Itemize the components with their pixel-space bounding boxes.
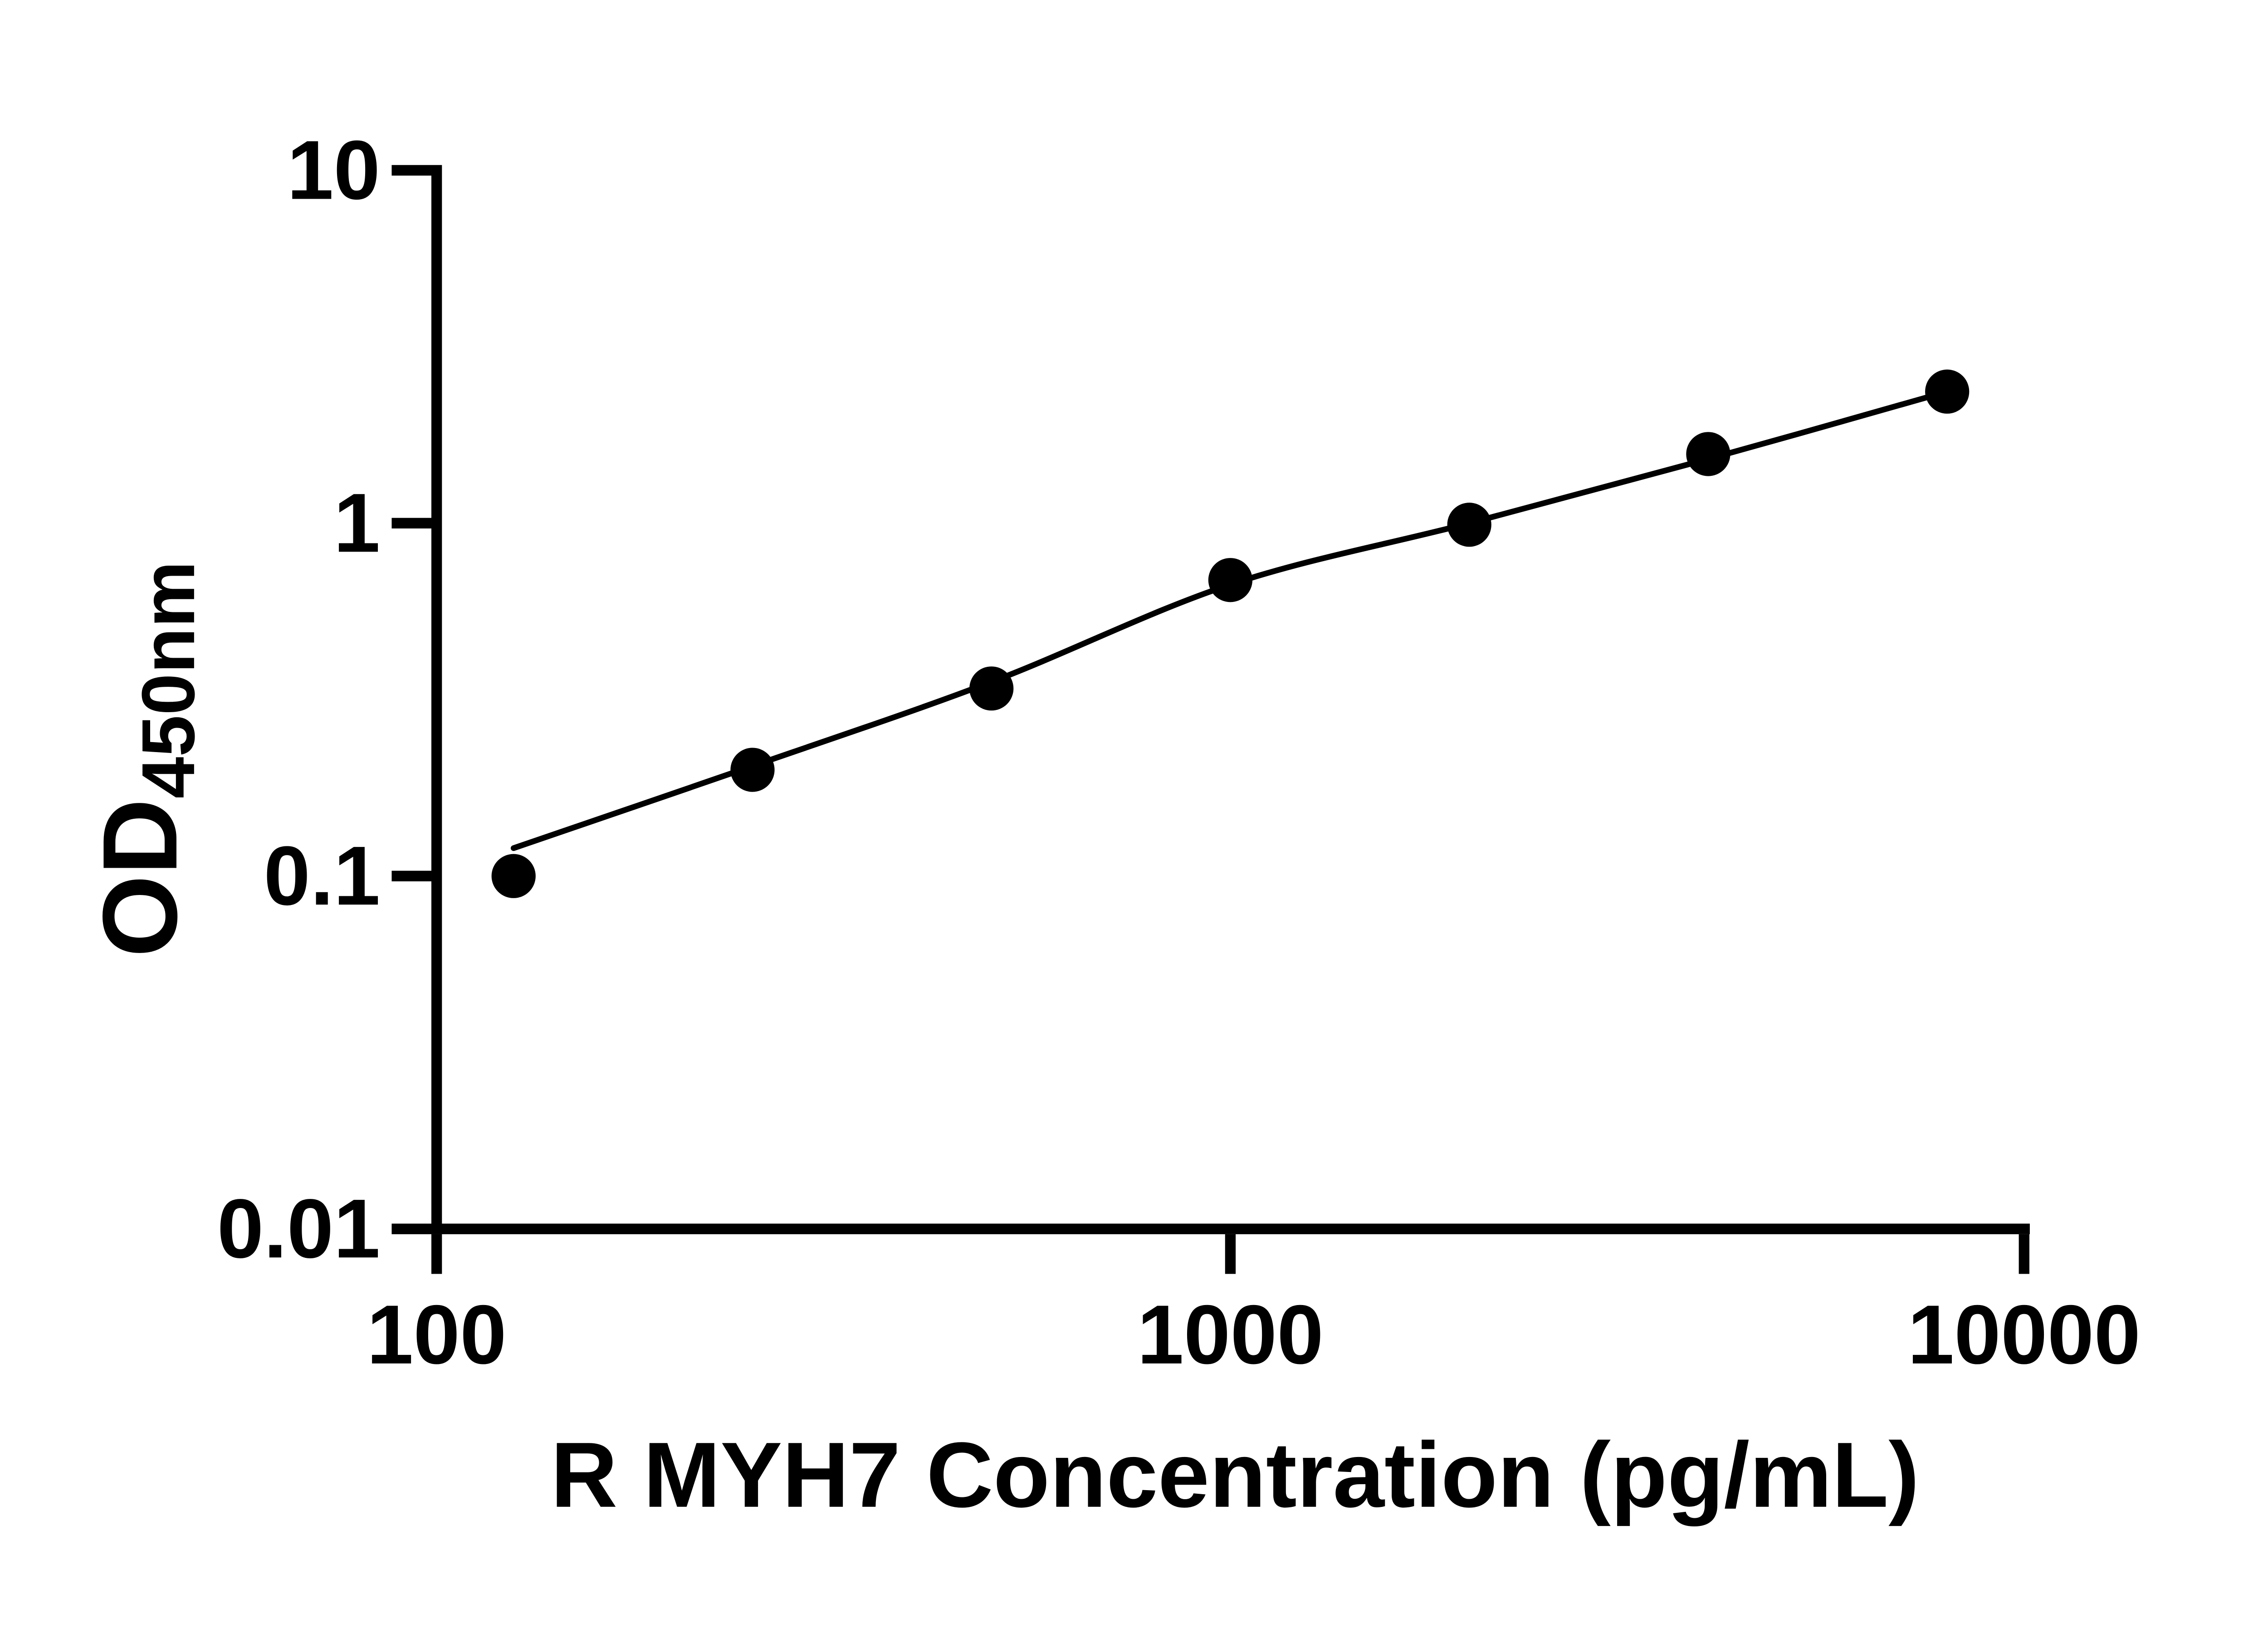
y-tick (391, 1223, 431, 1234)
data-point (1208, 558, 1253, 602)
data-point-layer (491, 369, 1970, 898)
y-tick (391, 518, 431, 529)
y-axis-line (431, 165, 442, 1234)
data-point (491, 854, 536, 898)
y-tick-label: 0.01 (217, 1182, 381, 1276)
tick-layer: 10 1 0.1 0.01 100 1000 10000 (217, 123, 2141, 1381)
x-axis-title: R MYH7 Concentration (pg/mL) (551, 1423, 1919, 1527)
x-tick (1225, 1234, 1236, 1274)
x-axis-line (431, 1223, 2030, 1234)
data-point (1686, 432, 1730, 476)
y-axis-title: OD450nm (81, 561, 210, 958)
chart-background (0, 22, 2268, 1611)
data-point (1925, 369, 1970, 414)
y-tick (391, 165, 431, 176)
y-axis-title-subscript: 450nm (127, 561, 210, 799)
x-tick (431, 1234, 442, 1274)
data-point (730, 748, 775, 792)
x-tick (2019, 1234, 2029, 1274)
y-tick-label: 10 (287, 123, 381, 217)
y-tick (391, 870, 431, 881)
y-tick-label: 1 (333, 476, 380, 570)
x-tick-label: 10000 (1907, 1288, 2141, 1382)
y-axis-title-main: OD (81, 798, 199, 957)
y-tick-label: 0.1 (264, 829, 380, 923)
x-tick-label: 1000 (1137, 1288, 1324, 1382)
data-point (1447, 503, 1491, 547)
data-point (969, 666, 1014, 711)
x-tick-label: 100 (367, 1288, 507, 1382)
